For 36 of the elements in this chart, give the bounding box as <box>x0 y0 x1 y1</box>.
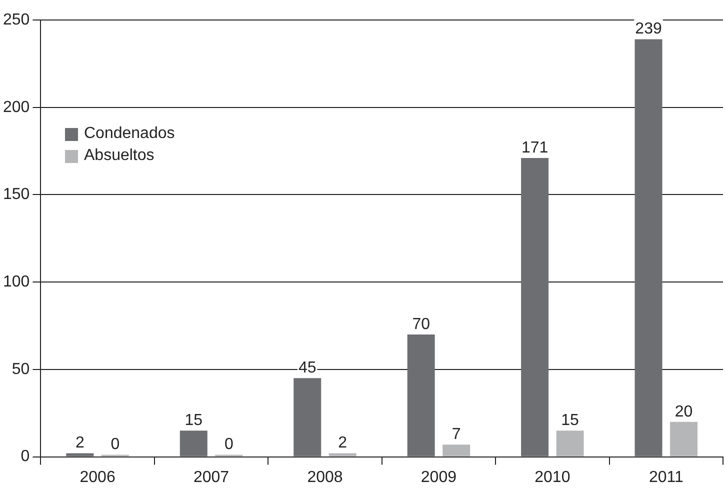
y-tick-label: 0 <box>20 448 30 466</box>
x-tick-label: 2011 <box>648 468 684 486</box>
y-tick-label: 50 <box>12 360 30 378</box>
x-tick-label: 2008 <box>307 468 343 486</box>
data-label: 7 <box>452 426 461 443</box>
bar <box>556 430 584 456</box>
data-label: 0 <box>224 436 234 454</box>
data-label: 20 <box>674 403 693 420</box>
bar <box>180 430 208 456</box>
y-tick-label: 200 <box>2 98 30 116</box>
bar <box>634 39 662 456</box>
x-tick-label: 2007 <box>193 468 230 486</box>
bar <box>670 422 698 456</box>
y-tick-label: 250 <box>2 11 30 28</box>
legend-label: Absueltos <box>84 147 154 165</box>
legend-label: Condenados <box>84 125 175 143</box>
data-label: 45 <box>298 360 316 377</box>
bar <box>407 334 435 456</box>
data-label: 2 <box>75 434 84 452</box>
x-tick-label: 2010 <box>534 468 570 486</box>
data-label: 171 <box>521 139 548 156</box>
data-label: 2 <box>338 434 348 452</box>
data-label: 239 <box>635 20 662 38</box>
bar <box>521 158 549 456</box>
y-tick-label: 100 <box>2 273 30 290</box>
x-tick-label: 2006 <box>80 468 116 486</box>
data-label: 15 <box>561 412 580 429</box>
bar <box>294 378 322 456</box>
data-label: 0 <box>110 436 120 454</box>
bar <box>442 444 470 456</box>
bar <box>328 453 356 456</box>
bar <box>66 453 94 456</box>
y-tick-label: 150 <box>2 186 30 204</box>
data-label: 70 <box>412 316 430 333</box>
data-label: 15 <box>184 412 203 429</box>
x-tick-label: 2009 <box>420 468 457 486</box>
